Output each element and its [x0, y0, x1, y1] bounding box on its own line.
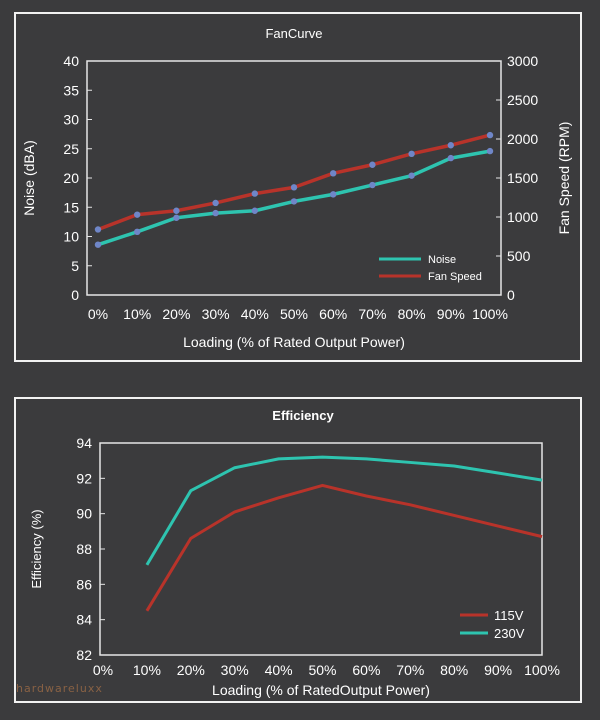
- data-point-fan-speed: [486, 131, 494, 139]
- y2-tick-label: 2000: [507, 131, 538, 147]
- legend-fanspeed-label: Fan Speed: [428, 271, 482, 283]
- data-point-noise: [251, 207, 258, 214]
- x-tick-label: 80%: [440, 662, 468, 678]
- watermark-logo: hardwareluxx: [16, 682, 103, 695]
- y-tick-label: 86: [76, 576, 92, 592]
- data-point-fan-speed: [408, 150, 415, 158]
- x-axis-label: Loading (% of RatedOutput Power): [212, 682, 430, 698]
- series-line-115v: [145, 483, 543, 612]
- y-tick-label: 0: [71, 287, 79, 303]
- plot-area: [99, 442, 543, 656]
- data-point-noise: [486, 147, 494, 155]
- x-tick-label: 50%: [308, 662, 336, 678]
- x-tick-label: 100%: [472, 306, 508, 322]
- x-tick-label: 80%: [398, 306, 426, 322]
- data-point-fan-speed: [173, 207, 180, 214]
- legend: Noise Fan Speed: [379, 254, 482, 283]
- y2-tick-label: 500: [507, 248, 531, 264]
- x-tick-label: 0%: [88, 306, 108, 322]
- x-tick-label: 10%: [133, 662, 161, 678]
- x-tick-label: 40%: [265, 662, 293, 678]
- data-point-noise: [290, 198, 298, 205]
- x-tick-label: 70%: [396, 662, 424, 678]
- x-tick-label: 90%: [437, 306, 465, 322]
- y-axis-label: Noise (dBA): [21, 140, 37, 215]
- data-point-noise: [134, 228, 141, 236]
- y-tick-label: 30: [63, 112, 79, 128]
- data-point-noise: [94, 241, 102, 248]
- y-tick-label: 25: [63, 141, 79, 157]
- x-tick-label: 40%: [241, 306, 269, 322]
- y-tick-label: 40: [63, 53, 79, 69]
- y-tick-label: 88: [76, 541, 92, 557]
- data-point-fan-speed: [330, 170, 337, 177]
- y-tick-label: 82: [76, 647, 92, 663]
- fancurve-panel: FanCurve 0 5 10 15 20 25 30 35 40 0 500 1000 1500 200…: [14, 12, 582, 362]
- efficiency-chart: Efficiency 82 84 86 88 90 92 94 0% 10% 20% 30% 40% 5…: [29, 408, 560, 698]
- y-tick-label: 92: [76, 470, 92, 486]
- y-tick-label: 10: [63, 229, 79, 245]
- data-point-fan-speed: [212, 199, 219, 207]
- y-tick-label: 15: [63, 199, 79, 215]
- x-tick-label: 20%: [177, 662, 205, 678]
- x-tick-label: 20%: [162, 306, 190, 322]
- y2-tick-label: 1000: [507, 209, 538, 225]
- x-tick-label: 70%: [358, 306, 386, 322]
- data-point-fan-speed: [447, 142, 454, 149]
- data-point-fan-speed: [369, 161, 376, 168]
- legend: 115V 230V: [460, 608, 525, 641]
- y-tick-label: 5: [71, 258, 79, 274]
- legend-115v-label: 115V: [494, 608, 524, 623]
- data-point-fan-speed: [290, 184, 298, 191]
- x-tick-label: 100%: [524, 662, 560, 678]
- x-tick-label: 50%: [280, 306, 308, 322]
- y-tick-label: 84: [76, 612, 92, 628]
- chart-title: Efficiency: [272, 408, 334, 423]
- x-tick-label: 90%: [484, 662, 512, 678]
- y-tick-label: 35: [63, 82, 79, 98]
- data-point-noise: [408, 172, 415, 179]
- data-point-noise: [330, 191, 337, 198]
- y-tick-label: 94: [76, 435, 92, 451]
- y2-tick-label: 2500: [507, 92, 538, 108]
- x-tick-label: 10%: [123, 306, 151, 322]
- x-tick-label: 0%: [93, 662, 113, 678]
- legend-noise-label: Noise: [428, 254, 456, 266]
- y2-tick-label: 0: [507, 287, 515, 303]
- y-tick-label: 20: [63, 170, 79, 186]
- y-tick-label: 90: [76, 506, 92, 522]
- series-line-fan-speed: [97, 133, 491, 232]
- x-tick-label: 30%: [202, 306, 230, 322]
- data-point-noise: [173, 214, 180, 221]
- data-point-noise: [212, 209, 219, 217]
- data-point-noise: [369, 181, 376, 189]
- series-line-noise: [97, 149, 491, 247]
- legend-230v-label: 230V: [494, 626, 525, 641]
- x-tick-label: 60%: [319, 306, 347, 322]
- fancurve-chart: FanCurve 0 5 10 15 20 25 30 35 40 0 500 1000 1500 200…: [21, 26, 572, 350]
- data-point-fan-speed: [94, 226, 102, 233]
- x-tick-label: 60%: [352, 662, 380, 678]
- y2-tick-label: 1500: [507, 170, 538, 186]
- x-axis-label: Loading (% of Rated Output Power): [183, 334, 405, 350]
- data-point-noise: [447, 154, 454, 162]
- y2-axis-label: Fan Speed (RPM): [556, 122, 572, 235]
- chart-title: FanCurve: [265, 26, 322, 41]
- data-point-fan-speed: [134, 211, 141, 218]
- y2-tick-label: 3000: [507, 53, 538, 69]
- x-tick-label: 30%: [221, 662, 249, 678]
- efficiency-panel: Efficiency 82 84 86 88 90 92 94 0% 10% 20% 30% 40% 5…: [14, 397, 582, 703]
- series-line-230v: [145, 455, 543, 566]
- y-axis-label: Efficiency (%): [29, 509, 44, 588]
- data-point-fan-speed: [251, 190, 258, 197]
